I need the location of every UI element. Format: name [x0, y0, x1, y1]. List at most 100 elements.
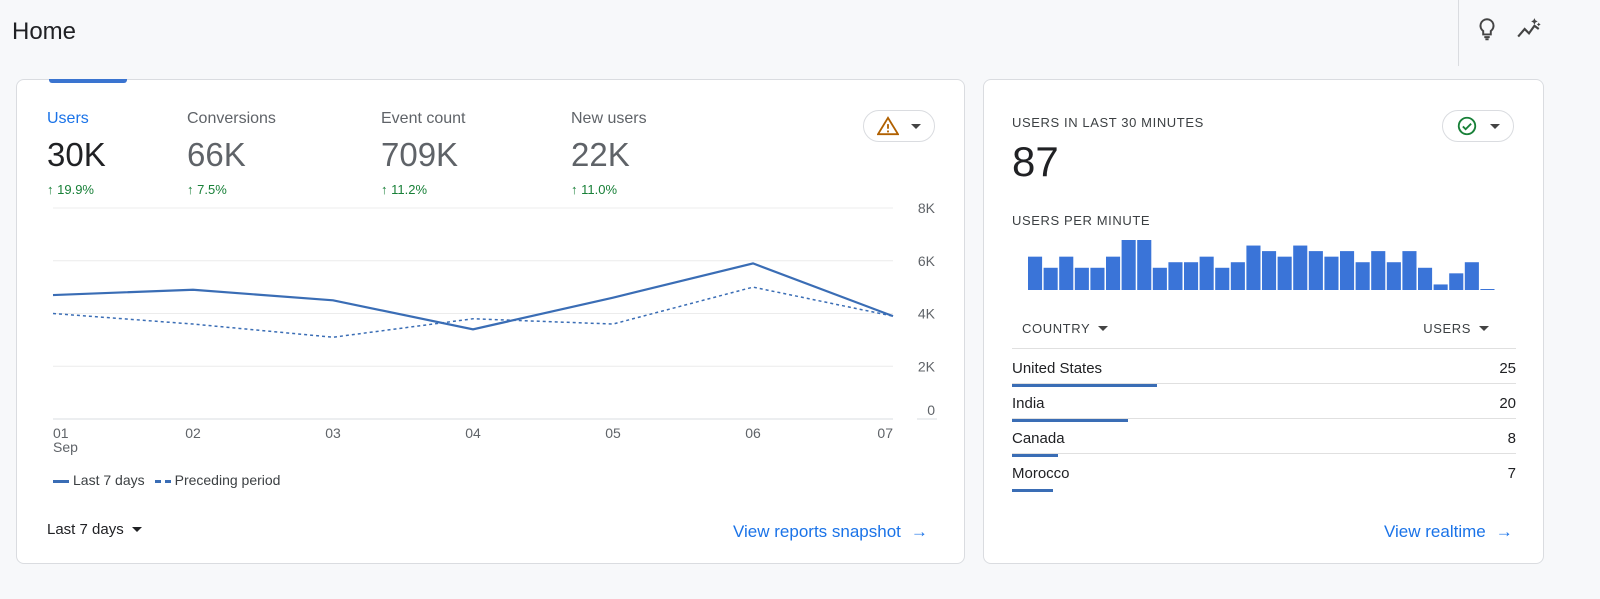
link-label: View reports snapshot [733, 522, 901, 541]
country-name: United States [1012, 360, 1103, 377]
minute-bar[interactable] [1464, 262, 1479, 290]
active-tab-indicator [49, 79, 127, 83]
minute-bar[interactable] [1184, 262, 1199, 290]
y-tick-label: 2K [918, 358, 936, 374]
minute-bar[interactable] [1137, 240, 1152, 290]
series-line-preceding [52, 286, 894, 338]
metric-tab[interactable]: Conversions 66K ↑ 7.5% [187, 110, 276, 197]
legend-previous-label: Preceding period [174, 472, 281, 488]
row-divider [1012, 348, 1516, 349]
y-tick-label: 4K [918, 306, 936, 322]
y-tick-label: 8K [918, 200, 936, 216]
per-minute-label: USERS PER MINUTE [1012, 213, 1151, 228]
metric-tab[interactable]: Users 30K ↑ 19.9% [47, 110, 106, 197]
x-tick-label: 01 [53, 425, 69, 441]
minute-bar[interactable] [1152, 267, 1167, 290]
minute-bar[interactable] [1324, 256, 1339, 290]
change-value: 7.5% [197, 182, 227, 197]
minute-bar[interactable] [1308, 251, 1323, 290]
minute-bar[interactable] [1402, 251, 1417, 290]
insights-icon[interactable] [1516, 16, 1542, 42]
minute-bar[interactable] [1371, 251, 1386, 290]
metric-label: Event count [381, 110, 466, 127]
minute-bar[interactable] [1449, 273, 1464, 290]
minute-bar[interactable] [1043, 267, 1058, 290]
warning-icon [877, 116, 899, 136]
realtime-card: USERS IN LAST 30 MINUTES 87 USERS PER MI… [983, 79, 1544, 564]
minute-bar[interactable] [1386, 262, 1401, 290]
chart-legend: Last 7 days Preceding period [53, 472, 280, 488]
minute-bar[interactable] [1277, 256, 1292, 290]
view-realtime-link[interactable]: View realtime → [1384, 522, 1513, 542]
x-sublabel: Sep [53, 439, 78, 455]
metric-label: Users [47, 110, 89, 127]
country-name: Morocco [1012, 465, 1070, 482]
dashed-line-swatch [154, 479, 171, 483]
metric-value: 66K [187, 136, 246, 173]
minute-bar[interactable] [1215, 267, 1230, 290]
metric-value: 709K [381, 136, 459, 173]
minute-bar[interactable] [1121, 240, 1136, 290]
series-line-current [52, 262, 894, 331]
country-share-bar [1012, 454, 1059, 457]
arrow-up-icon: ↑ [47, 182, 58, 197]
minute-bar[interactable] [1480, 289, 1495, 290]
users-header-label: USERS [1423, 321, 1471, 336]
caret-down-icon [1098, 326, 1109, 331]
realtime-status-dropdown[interactable] [1442, 110, 1514, 142]
link-label: View realtime [1384, 522, 1486, 541]
arrow-right-icon: → [910, 522, 928, 541]
minute-bar[interactable] [1090, 267, 1105, 290]
realtime-title: USERS IN LAST 30 MINUTES [1012, 115, 1204, 130]
metric-change: ↑ 19.9% [47, 182, 106, 197]
legend-current: Last 7 days [53, 472, 145, 488]
change-value: 19.9% [57, 182, 94, 197]
minute-bar[interactable] [1433, 284, 1448, 290]
arrow-right-icon: → [1495, 522, 1513, 541]
x-tick-label: 03 [325, 425, 341, 441]
country-share-bar [1012, 419, 1128, 422]
metric-tab[interactable]: Event count 709K ↑ 11.2% [381, 110, 466, 197]
view-reports-snapshot-link[interactable]: View reports snapshot → [733, 522, 928, 542]
country-header-label: COUNTRY [1022, 321, 1091, 336]
country-share-bar [1012, 489, 1053, 492]
row-divider [1012, 418, 1516, 419]
lightbulb-icon[interactable] [1474, 16, 1500, 42]
minute-bar[interactable] [1230, 262, 1245, 290]
realtime-users-value: 87 [1012, 138, 1059, 185]
country-users: 7 [1507, 465, 1516, 482]
users-column-header[interactable]: USERS [1423, 321, 1489, 336]
arrow-up-icon: ↑ [571, 182, 582, 197]
minute-bar[interactable] [1168, 262, 1183, 290]
minute-bar[interactable] [1418, 267, 1433, 290]
minute-bar[interactable] [1059, 256, 1074, 290]
date-range-dropdown[interactable]: Last 7 days [47, 521, 142, 538]
minute-bar[interactable] [1074, 267, 1089, 290]
minute-bar[interactable] [1355, 262, 1370, 290]
minute-bar[interactable] [1106, 256, 1121, 290]
legend-previous: Preceding period [154, 472, 281, 488]
metric-change: ↑ 11.0% [571, 182, 647, 197]
y-tick-label: 6K [918, 253, 936, 269]
change-value: 11.0% [581, 182, 618, 197]
minute-bar[interactable] [1246, 245, 1261, 290]
country-users: 25 [1499, 360, 1516, 377]
minute-bar[interactable] [1199, 256, 1214, 290]
country-column-header[interactable]: COUNTRY [1022, 321, 1109, 336]
arrow-up-icon: ↑ [187, 182, 198, 197]
minute-bar[interactable] [1293, 245, 1308, 290]
minute-bar[interactable] [1028, 256, 1043, 290]
page-title: Home [12, 18, 77, 45]
caret-down-icon [131, 527, 142, 532]
metric-label: Conversions [187, 110, 276, 127]
insights-status-dropdown[interactable] [863, 110, 935, 142]
country-users: 20 [1499, 395, 1516, 412]
arrow-up-icon: ↑ [381, 182, 392, 197]
metric-tab[interactable]: New users 22K ↑ 11.0% [571, 110, 647, 197]
users-line-chart: 0 2K 4K 6K 8K 01 02 03 04 05 06 07 Sep [52, 200, 937, 455]
country-name: Canada [1012, 430, 1065, 447]
minute-bar[interactable] [1262, 251, 1277, 290]
metric-value: 22K [571, 136, 630, 173]
chevron-down-icon [1490, 123, 1500, 129]
minute-bar[interactable] [1340, 251, 1355, 290]
